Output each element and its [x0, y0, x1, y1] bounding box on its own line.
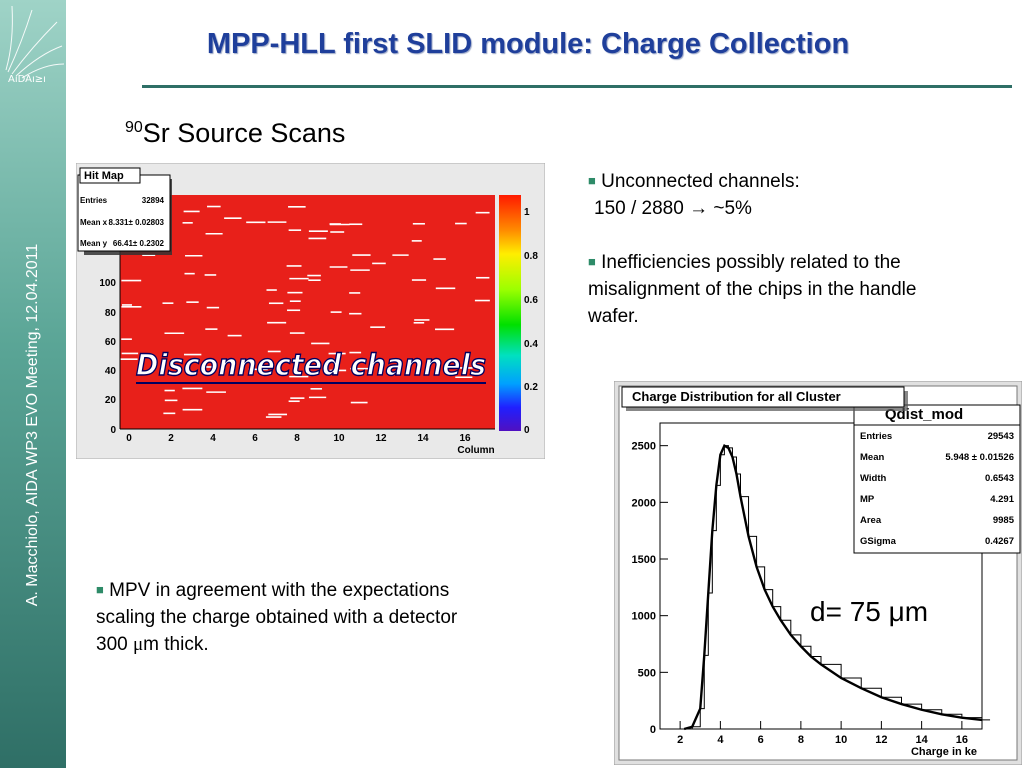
hitmap-stats-box [77, 174, 171, 252]
hitmap-x-tick: 12 [375, 433, 387, 444]
charge-stat-value: 9985 [993, 515, 1015, 526]
z-scale-tick: 0.6 [524, 295, 538, 306]
y-tick-label: 0 [650, 724, 656, 736]
hit-map-area [120, 195, 495, 429]
charge-x-label: Charge in ke [911, 746, 977, 758]
bullet-text: 300 [96, 634, 133, 655]
hitmap-stat-value: 66.41± 0.2302 [113, 239, 165, 248]
bullet-icon: ■ [588, 254, 596, 269]
charge-stat-value: 0.6543 [985, 473, 1014, 484]
charge-stat-value: 0.4267 [985, 536, 1014, 547]
charge-stats-box [853, 404, 1021, 554]
x-tick-label: 14 [916, 734, 929, 746]
x-tick-label: 16 [956, 734, 968, 746]
hitmap-stat-label: Entries [80, 196, 108, 205]
inefficiencies-bullet: ■ Inefficiencies possibly related to the… [588, 248, 916, 330]
hitmap-x-tick: 10 [333, 433, 345, 444]
hitmap-x-tick: 8 [294, 433, 300, 444]
hitmap-y-tick: 100 [99, 278, 116, 289]
slide-subtitle: 90Sr Source Scans [125, 118, 345, 149]
slide-title: MPP-HLL first SLID module: Charge Collec… [206, 28, 850, 60]
subtitle-text: Sr Source Scans [142, 118, 346, 148]
sidebar-footer-text: A. Macchiolo, AIDA WP3 EVO Meeting, 12.0… [24, 243, 41, 607]
bullet-text: wafer. [588, 306, 639, 327]
x-tick-label: 2 [677, 734, 683, 746]
y-tick-label: 1500 [632, 554, 656, 566]
z-scale-tick: 0 [524, 425, 530, 436]
z-scale-tick: 0.4 [524, 339, 538, 350]
bullet-text: misalignment of the chips in the handle [588, 279, 917, 300]
y-tick-label: 2000 [632, 497, 656, 509]
charge-stat-value: 29543 [988, 431, 1014, 442]
title-underline [142, 85, 1012, 88]
hitmap-y-tick: 20 [105, 395, 117, 406]
hitmap-stat-label: Mean y [80, 239, 108, 248]
bullet-text: scaling the charge obtained with a detec… [96, 607, 458, 628]
hitmap-stat-label: Mean x [80, 218, 108, 227]
x-tick-label: 6 [758, 734, 764, 746]
x-tick-label: 10 [835, 734, 847, 746]
x-tick-label: 12 [875, 734, 887, 746]
hitmap-x-tick: 0 [126, 433, 132, 444]
charge-title-box [621, 386, 905, 408]
bullet-text: Inefficiencies possibly related to the [601, 252, 901, 273]
landau-fit-curve [683, 443, 983, 731]
charge-stat-label: Mean [860, 452, 884, 463]
svg-text:AıDAı≥ı: AıDAı≥ı [8, 74, 46, 85]
thickness-annotation: d= 75 μm [810, 596, 928, 627]
aida-logo-icon: AıDAı≥ı [5, 5, 64, 85]
bullet-text: ~5% [708, 198, 752, 219]
hitmap-stat-value: 8.331± 0.02803 [108, 218, 164, 227]
charge-plot-title: Charge Distribution for all Cluster [632, 389, 841, 404]
mu-symbol: μ [132, 634, 144, 655]
z-scale-tick: 1 [524, 207, 530, 218]
disconnected-channel-marks [120, 205, 490, 418]
sidebar: AıDAı≥ı A. Macchiolo, AIDA WP3 EVO Meeti… [0, 0, 66, 768]
y-tick-label: 1000 [632, 611, 656, 623]
mpv-bullet: ■ MPV in agreement with the expectations… [96, 576, 457, 658]
charge-stat-value: 4.291 [990, 494, 1014, 505]
arrow-icon: → [689, 198, 709, 219]
charge-axes: 2 4 6 8 10 12 14 16 0 500 1000 1500 2000 2500 [632, 441, 968, 746]
hitmap-x-tick: 2 [168, 433, 174, 444]
hitmap-title: Hit Map [84, 170, 124, 182]
x-tick-label: 8 [798, 734, 804, 746]
charge-stat-value: 5.948 ± 0.01526 [945, 452, 1014, 463]
charge-stat-label: GSigma [860, 536, 897, 547]
unconnected-channels-bullet: ■ Unconnected channels: 150 / 2880 → ~5% [588, 167, 800, 222]
hitmap-x-tick: 4 [210, 433, 216, 444]
charge-stat-label: Entries [860, 431, 892, 442]
hit-map-plot: 100 80 60 40 20 0 0 2 4 6 8 10 12 14 16 … [76, 163, 545, 459]
hitmap-x-tick: 6 [252, 433, 258, 444]
bullet-text: m thick. [143, 634, 209, 655]
charge-stat-label: Width [860, 473, 886, 484]
hitmap-y-tick: 60 [105, 337, 117, 348]
hitmap-x-tick: 16 [459, 433, 471, 444]
hitmap-y-tick: 80 [105, 308, 117, 319]
y-tick-label: 2500 [632, 441, 656, 453]
bullet-text: 150 / 2880 [594, 198, 690, 219]
hitmap-stat-value: 32894 [142, 196, 165, 205]
y-tick-label: 500 [638, 667, 656, 679]
bullet-text: MPV in agreement with the expectations [109, 580, 450, 601]
color-scale-bar [499, 195, 521, 431]
isotope-mass-number: 90 [125, 119, 143, 136]
bullet-icon: ■ [96, 582, 104, 597]
hitmap-y-tick: 40 [105, 366, 117, 377]
disconnected-channels-annotation: Disconnected channels [136, 348, 486, 382]
z-scale-tick: 0.8 [524, 251, 538, 262]
bullet-icon: ■ [588, 173, 596, 188]
hitmap-x-tick: 14 [417, 433, 429, 444]
bullet-text: Unconnected channels: [601, 171, 800, 192]
charge-stat-label: MP [860, 494, 875, 505]
x-tick-label: 4 [717, 734, 724, 746]
hitmap-x-label: Column [457, 445, 494, 456]
hitmap-y-tick: 0 [110, 425, 116, 436]
charge-stat-label: Area [860, 515, 882, 526]
z-scale-tick: 0.2 [524, 382, 538, 393]
